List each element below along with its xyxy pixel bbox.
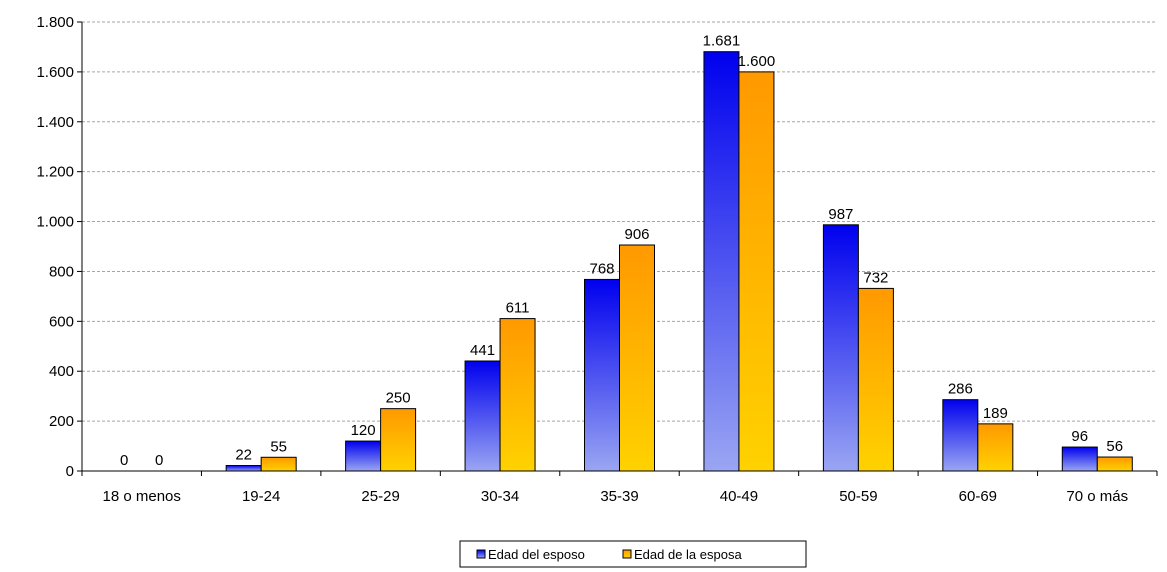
data-label: 55 bbox=[270, 438, 287, 455]
data-label: 611 bbox=[506, 300, 530, 317]
bar-esposa bbox=[619, 244, 655, 472]
bar-esposo bbox=[942, 399, 979, 472]
data-labels: 0 22 120 441 768 1.681 987 286 96 0 55 250 611 906 1.6… bbox=[120, 33, 1123, 469]
data-label: 1.681 bbox=[703, 33, 741, 50]
y-tick-label: 600 bbox=[49, 313, 74, 330]
axes: 0 200 400 600 800 1.000 1.200 1.400 1.600 1.800 18… bbox=[36, 14, 1158, 505]
bar-esposo bbox=[822, 224, 859, 472]
y-tick-label: 1.400 bbox=[36, 114, 74, 131]
x-tick-label: 70 o más bbox=[1066, 488, 1128, 505]
legend-swatch bbox=[622, 549, 632, 559]
legend-box bbox=[459, 540, 807, 568]
data-label: 96 bbox=[1071, 428, 1088, 445]
bar-esposo bbox=[703, 51, 740, 472]
data-label: 286 bbox=[948, 381, 973, 398]
bar-esposa bbox=[1096, 456, 1133, 472]
x-tick-label: 19-24 bbox=[242, 488, 280, 505]
x-tick-label: 30-34 bbox=[481, 488, 519, 505]
data-label: 732 bbox=[863, 269, 888, 286]
y-tick-label: 800 bbox=[49, 263, 74, 280]
bar-esposo bbox=[1061, 446, 1098, 472]
y-tick-label: 1.000 bbox=[36, 214, 74, 231]
bar-esposa bbox=[260, 456, 297, 472]
bar-esposo bbox=[345, 440, 382, 472]
bar-esposo bbox=[464, 360, 501, 472]
x-tick-label: 35-39 bbox=[600, 488, 638, 505]
bar-esposo bbox=[584, 278, 620, 472]
y-tick-label: 1.800 bbox=[36, 14, 74, 31]
data-label: 1.600 bbox=[738, 53, 776, 70]
bar-esposa bbox=[857, 287, 894, 472]
legend-label: Edad de la esposa bbox=[634, 547, 742, 562]
y-tick-label: 0 bbox=[66, 463, 74, 480]
y-tick-label: 1.600 bbox=[36, 64, 74, 81]
data-label: 987 bbox=[828, 206, 853, 223]
data-label: 22 bbox=[235, 447, 252, 464]
data-label: 0 bbox=[155, 452, 163, 469]
data-label: 189 bbox=[983, 405, 1008, 422]
bar-esposa bbox=[499, 318, 536, 472]
legend: Edad del esposo Edad de la esposa bbox=[459, 540, 807, 568]
x-tick-label: 60-69 bbox=[959, 488, 997, 505]
x-tick-label: 18 o menos bbox=[103, 488, 181, 505]
data-label: 906 bbox=[624, 226, 649, 243]
x-tick-label: 50-59 bbox=[839, 488, 877, 505]
data-label: 768 bbox=[589, 260, 614, 277]
y-tick-label: 200 bbox=[49, 413, 74, 430]
data-label: 441 bbox=[470, 342, 495, 359]
bars bbox=[225, 51, 1133, 472]
data-label: 56 bbox=[1106, 438, 1123, 455]
x-tick-label: 25-29 bbox=[361, 488, 399, 505]
legend-swatch bbox=[476, 549, 486, 559]
bar-esposa bbox=[977, 423, 1014, 472]
y-tick-label: 400 bbox=[49, 363, 74, 380]
data-label: 120 bbox=[351, 422, 376, 439]
x-tick-label: 40-49 bbox=[720, 488, 758, 505]
legend-label: Edad del esposo bbox=[488, 547, 585, 562]
bar-esposo bbox=[225, 465, 262, 472]
bar-esposa bbox=[738, 71, 775, 472]
y-tick-label: 1.200 bbox=[36, 164, 74, 181]
data-label: 0 bbox=[120, 452, 128, 469]
bar-esposa bbox=[380, 408, 417, 472]
data-label: 250 bbox=[386, 390, 411, 407]
